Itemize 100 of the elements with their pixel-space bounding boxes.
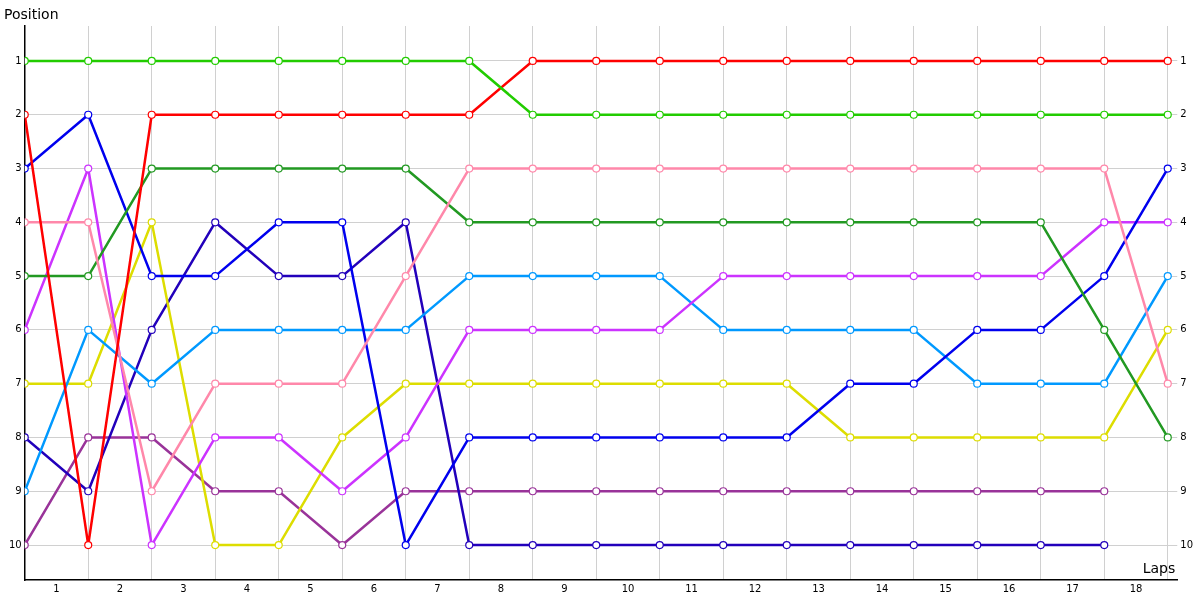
point <box>846 487 855 496</box>
point <box>274 379 283 388</box>
point <box>338 272 347 281</box>
point <box>147 218 156 227</box>
point <box>84 164 93 173</box>
y-tick-label: 7 <box>15 377 22 389</box>
x-tick-label: 18 <box>1129 582 1143 594</box>
point <box>655 272 664 281</box>
point <box>782 540 791 550</box>
point <box>84 56 93 66</box>
point <box>592 110 601 119</box>
point <box>1100 272 1109 281</box>
point <box>1163 110 1172 119</box>
point <box>401 487 410 496</box>
point <box>1036 56 1045 66</box>
point <box>1036 272 1045 281</box>
point <box>846 272 855 281</box>
point <box>719 272 728 281</box>
point <box>592 540 601 550</box>
point <box>592 56 601 66</box>
point <box>719 325 728 334</box>
point <box>1036 110 1045 119</box>
x-tick-label: 14 <box>875 582 889 594</box>
point <box>401 56 410 66</box>
point <box>909 164 918 173</box>
point <box>528 433 537 442</box>
point <box>973 325 982 334</box>
point <box>84 272 93 281</box>
point <box>655 540 664 550</box>
point <box>846 164 855 173</box>
point <box>465 110 474 119</box>
x-tick-label: 16 <box>1002 582 1016 594</box>
point <box>84 325 93 334</box>
point <box>973 218 982 227</box>
point <box>338 164 347 173</box>
y-tick-label: 9 <box>15 484 22 496</box>
point <box>782 272 791 281</box>
point <box>211 540 220 550</box>
point <box>401 164 410 173</box>
point <box>973 272 982 281</box>
point <box>528 218 537 227</box>
point <box>1100 56 1109 66</box>
point <box>973 110 982 119</box>
y-tick-label: 2 <box>15 108 22 120</box>
point <box>909 272 918 281</box>
point <box>465 325 474 334</box>
point <box>147 433 156 442</box>
point <box>147 325 156 334</box>
point <box>401 272 410 281</box>
point <box>655 487 664 496</box>
point <box>211 56 220 66</box>
point <box>465 433 474 442</box>
y-tick-label: 10 <box>8 538 22 550</box>
point <box>592 272 601 281</box>
point <box>909 540 918 550</box>
x-tick-label: 15 <box>939 582 952 594</box>
point <box>1100 110 1109 119</box>
x-tick-label: 8 <box>497 582 505 594</box>
point <box>719 379 728 388</box>
point <box>719 56 728 66</box>
point <box>211 487 220 496</box>
point <box>401 540 410 550</box>
point <box>465 272 474 281</box>
point <box>655 218 664 227</box>
point <box>1036 325 1045 334</box>
y2-tick-label: 9 <box>1180 484 1187 496</box>
y2-tick-label: 4 <box>1180 215 1187 227</box>
y2-tick-label: 3 <box>1180 162 1187 174</box>
point <box>147 110 156 119</box>
point <box>211 325 220 334</box>
point <box>1163 325 1172 334</box>
point <box>274 164 283 173</box>
y-tick-label: 1 <box>15 54 22 66</box>
point <box>719 164 728 173</box>
y2-tick-label: 7 <box>1180 377 1187 389</box>
point <box>465 56 474 66</box>
point <box>782 218 791 227</box>
x-tick-label: 11 <box>685 582 698 594</box>
point <box>909 218 918 227</box>
point <box>338 110 347 119</box>
point <box>211 272 220 281</box>
point <box>1163 164 1172 173</box>
x-tick-label: 13 <box>812 582 825 594</box>
point <box>528 540 537 550</box>
point <box>782 325 791 334</box>
point <box>84 379 93 388</box>
point <box>782 433 791 442</box>
point <box>211 218 220 227</box>
point <box>465 218 474 227</box>
point <box>1100 218 1109 227</box>
point <box>465 379 474 388</box>
point <box>782 164 791 173</box>
point <box>1036 379 1045 388</box>
y2-tick-label: 1 <box>1180 54 1187 66</box>
point <box>846 433 855 442</box>
point <box>211 110 220 119</box>
point <box>274 56 283 66</box>
point <box>528 272 537 281</box>
point <box>973 164 982 173</box>
point <box>274 433 283 442</box>
